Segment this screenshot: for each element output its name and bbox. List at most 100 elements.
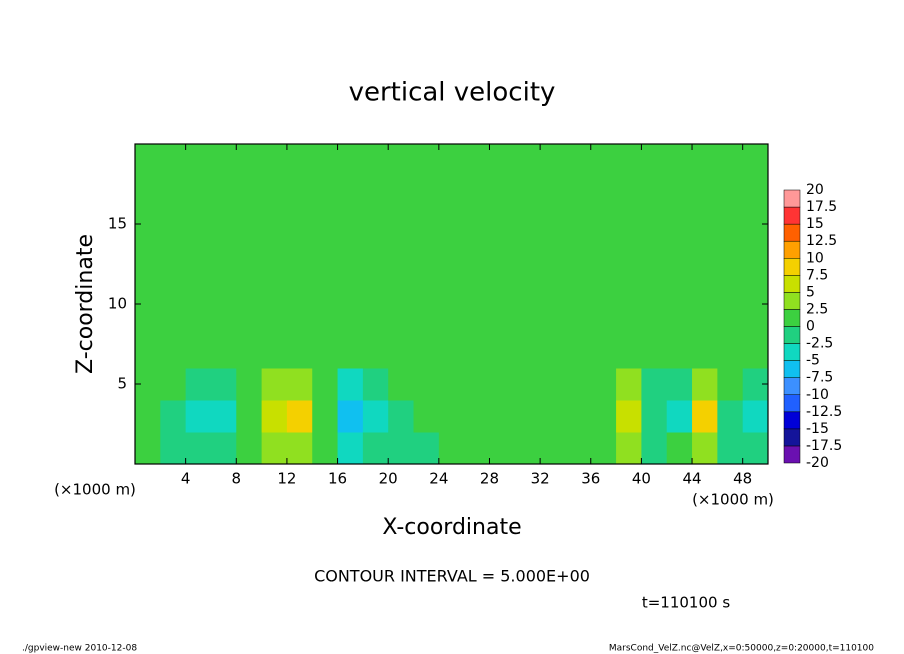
field-cell [135, 240, 161, 273]
field-cell [666, 176, 693, 209]
field-cell [261, 272, 288, 305]
field-cell [616, 240, 642, 273]
colorbar-bin [783, 411, 801, 430]
field-cell [362, 304, 389, 337]
colorbar-label: 20 [806, 182, 824, 198]
field-cell [210, 208, 237, 241]
field-cell [312, 176, 339, 209]
field-cell [514, 400, 541, 433]
field-cell [590, 240, 617, 273]
field-cell [540, 304, 566, 337]
field-cell [185, 432, 212, 465]
field-cell [388, 400, 415, 433]
field-cell [464, 176, 490, 209]
x-tick-label: 28 [480, 470, 499, 488]
field-cell [717, 240, 744, 273]
x-tick-label: 48 [733, 470, 752, 488]
field-cell [210, 176, 237, 209]
field-cell [540, 240, 566, 273]
field-cell [616, 368, 642, 401]
field-cell [540, 144, 566, 177]
field-cell [464, 368, 490, 401]
field-cell [742, 272, 769, 305]
field-cell [590, 304, 617, 337]
field-cell [135, 400, 161, 433]
field-cell [185, 336, 212, 369]
field-cell [261, 432, 288, 465]
field-cell [742, 176, 769, 209]
colorbar-label: -12.5 [806, 404, 842, 420]
field-cell [742, 400, 769, 433]
field-cell [413, 400, 440, 433]
field-cell [641, 368, 668, 401]
field-cell [185, 272, 212, 305]
field-cell [514, 336, 541, 369]
field-cell [438, 432, 465, 465]
field-cell [641, 432, 668, 465]
field-cell [160, 368, 187, 401]
field-cell [362, 144, 389, 177]
field-cell [717, 336, 744, 369]
colorbar-label: 7.5 [806, 267, 828, 283]
field-cell [590, 336, 617, 369]
field-cell [337, 400, 364, 433]
colorbar-label: 5 [806, 284, 815, 300]
field-cell [565, 368, 592, 401]
colorbar-label: 10 [806, 250, 824, 266]
field-cell [337, 208, 364, 241]
field-cell [438, 336, 465, 369]
field-cell [540, 272, 566, 305]
field-cell [464, 240, 490, 273]
field-cell [692, 144, 718, 177]
field-cell [742, 144, 769, 177]
field-cell [160, 176, 187, 209]
colorbar-bin [783, 189, 801, 208]
colorbar-bin [783, 360, 801, 378]
colorbar-label: 15 [806, 216, 824, 232]
field-cell [666, 432, 693, 465]
field-cell [489, 336, 516, 369]
field-cell [312, 208, 339, 241]
field-cell [388, 336, 415, 369]
colorbar-bin [783, 428, 801, 447]
field-cell [185, 176, 212, 209]
field-cell [312, 272, 339, 305]
field-cell [692, 304, 718, 337]
field-cell [337, 144, 364, 177]
field-cell [337, 304, 364, 337]
colorbar-bin [783, 258, 801, 276]
field-cell [438, 144, 465, 177]
colorbar-bin [783, 240, 801, 259]
field-cell [362, 400, 389, 433]
colorbar-bin [783, 394, 801, 413]
y-unit: (×1000 m) [692, 491, 774, 509]
field-cell [337, 336, 364, 369]
field-cell [616, 432, 642, 465]
field-cell [236, 400, 263, 433]
field-cell [286, 336, 313, 369]
colorbar-label: -17.5 [806, 438, 842, 454]
field-cell [160, 208, 187, 241]
field-cell [717, 176, 744, 209]
field-cell [236, 272, 263, 305]
field-cell [413, 240, 440, 273]
field-cell [540, 368, 566, 401]
field-cell [565, 432, 592, 465]
field-cell [540, 400, 566, 433]
field-cell [666, 400, 693, 433]
field-cell [742, 432, 769, 465]
x-tick-label: 4 [181, 470, 191, 488]
field-cell [286, 272, 313, 305]
colorbar-label: 0 [806, 319, 815, 335]
field-cell [261, 240, 288, 273]
field-cell [438, 400, 465, 433]
field-cell [185, 208, 212, 241]
field-cell [337, 368, 364, 401]
field-cell [514, 240, 541, 273]
field-cell [742, 240, 769, 273]
field-cell [666, 240, 693, 273]
field-cell [236, 368, 263, 401]
field-cell [337, 176, 364, 209]
y-tick-label: 10 [108, 295, 127, 313]
